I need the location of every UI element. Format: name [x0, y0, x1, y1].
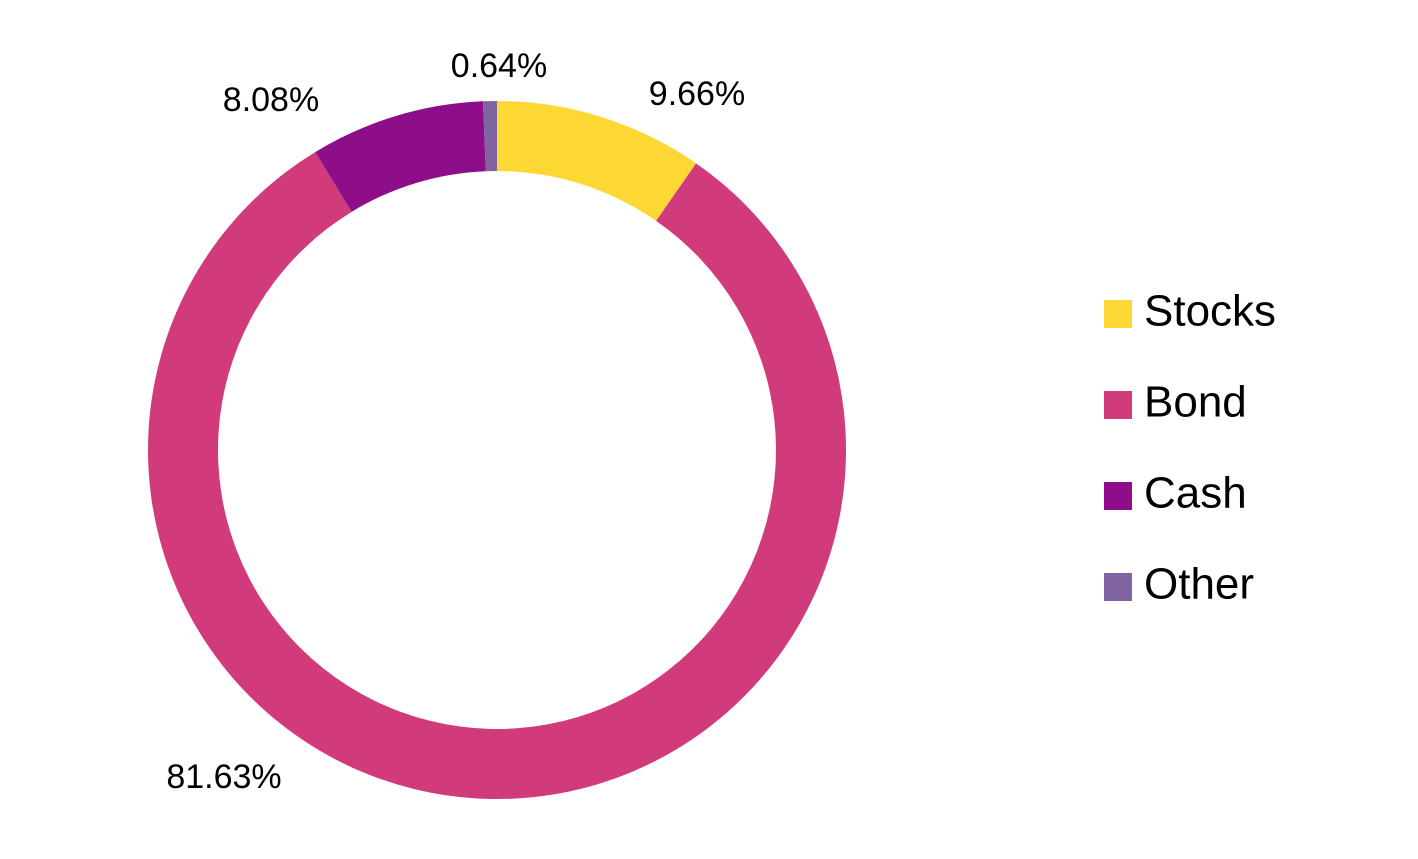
legend-label-cash: Cash — [1144, 469, 1247, 518]
slice-stocks — [497, 101, 697, 221]
legend-swatch-stocks — [1104, 300, 1132, 328]
data-label-other: 0.64% — [451, 47, 547, 85]
chart-legend: Stocks Bond Cash Other — [1104, 287, 1276, 609]
data-label-cash: 8.08% — [223, 81, 319, 119]
legend-label-other: Other — [1144, 560, 1254, 609]
legend-swatch-bond — [1104, 391, 1132, 419]
slice-other — [482, 101, 497, 172]
slice-cash — [315, 101, 486, 212]
data-labels: 9.66% 81.63% 8.08% 0.64% — [166, 47, 745, 796]
legend-swatch-cash — [1104, 482, 1132, 510]
donut-slices — [147, 101, 847, 799]
data-label-stocks: 9.66% — [649, 75, 745, 113]
slice-bond — [147, 152, 847, 799]
data-label-bond: 81.63% — [166, 758, 281, 796]
legend-swatch-other — [1104, 573, 1132, 601]
legend-label-stocks: Stocks — [1144, 287, 1276, 336]
legend-label-bond: Bond — [1144, 378, 1247, 427]
